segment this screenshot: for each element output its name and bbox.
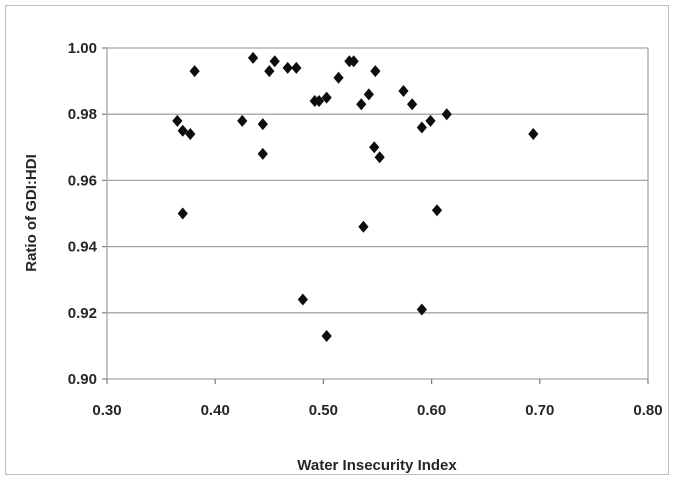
chart-frame xyxy=(5,5,669,475)
data-point xyxy=(264,65,275,78)
y-axis-title: Ratio of GDI:HDI xyxy=(23,154,40,272)
data-point xyxy=(370,65,381,78)
data-point xyxy=(528,128,539,141)
data-point xyxy=(237,114,248,127)
y-tick-labels: 0.90 0.92 0.94 0.96 0.98 1.00 xyxy=(68,40,98,388)
data-point xyxy=(177,207,188,220)
data-point xyxy=(297,293,308,306)
x-tick-label: 0.70 xyxy=(525,402,554,419)
data-point xyxy=(398,85,409,98)
y-tick-label: 0.98 xyxy=(68,106,97,123)
data-point xyxy=(172,114,183,127)
gridlines xyxy=(107,47,648,380)
y-tick-label: 0.90 xyxy=(68,371,97,388)
data-point xyxy=(247,51,259,64)
x-tick-label: 0.30 xyxy=(92,402,121,419)
x-tick-label: 0.50 xyxy=(309,402,338,419)
y-tick-label: 1.00 xyxy=(68,40,97,57)
data-point xyxy=(374,151,385,164)
axes xyxy=(102,47,649,384)
data-point xyxy=(407,98,418,111)
data-point xyxy=(416,121,427,134)
data-point xyxy=(363,88,374,101)
data-point xyxy=(348,55,359,68)
x-tick-label: 0.60 xyxy=(417,402,446,419)
x-tick-label: 0.80 xyxy=(633,402,662,419)
data-point xyxy=(321,91,332,104)
data-points xyxy=(172,51,539,342)
data-point xyxy=(257,118,268,131)
y-tick-label: 0.92 xyxy=(68,305,97,322)
data-point xyxy=(431,204,443,217)
x-axis-title: Water Insecurity Index xyxy=(297,457,457,474)
data-point xyxy=(321,329,332,342)
data-point xyxy=(313,94,325,107)
data-point xyxy=(441,108,452,121)
data-point xyxy=(291,61,302,74)
data-point xyxy=(269,55,280,68)
data-point xyxy=(416,303,427,316)
x-tick-labels: 0.30 0.40 0.50 0.60 0.70 0.80 xyxy=(92,402,662,419)
data-point xyxy=(425,114,436,127)
data-point xyxy=(333,71,344,84)
x-tick-label: 0.40 xyxy=(201,402,230,419)
data-point xyxy=(358,220,369,233)
data-point xyxy=(177,124,188,137)
data-point xyxy=(356,98,367,111)
data-point xyxy=(189,65,200,78)
y-tick-label: 0.94 xyxy=(68,239,98,256)
data-point xyxy=(282,61,293,74)
data-point xyxy=(257,147,268,160)
y-tick-label: 0.96 xyxy=(68,172,97,189)
data-point xyxy=(185,128,196,141)
data-point xyxy=(369,141,380,154)
